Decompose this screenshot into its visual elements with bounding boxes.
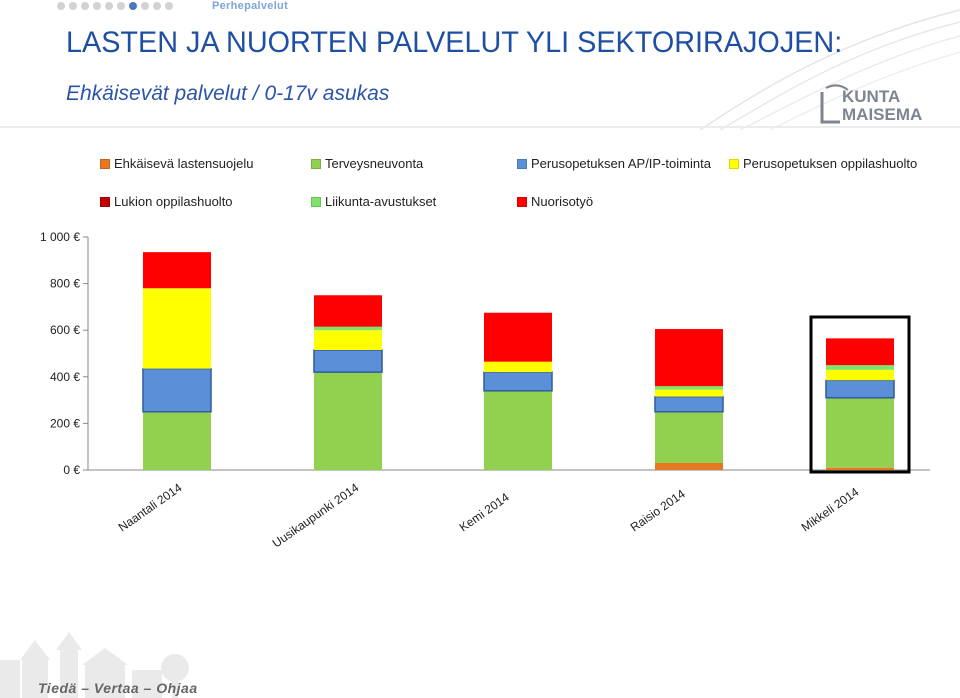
bar-segment [655, 463, 723, 470]
bar-segment [314, 326, 382, 331]
section-label: Perhepalvelut [212, 0, 289, 12]
logo-line-2: MAISEMA [842, 105, 922, 124]
legend-label: Terveysneuvonta [325, 156, 424, 171]
legend-item: Nuorisotyö [517, 194, 593, 209]
legend-swatch [311, 158, 321, 169]
chart-legend: Ehkäisevä lastensuojelu Terveysneuvonta Pe… [0, 150, 960, 220]
y-tick-label: 600 € [50, 323, 80, 337]
bar-segment [825, 379, 895, 399]
footer-town-silhouette [0, 632, 189, 698]
bar-segment [143, 411, 211, 470]
bar-segment [483, 371, 553, 392]
logo-line-1: KUNTA [842, 87, 900, 106]
bar-segment [314, 295, 382, 327]
y-tick-label: 200 € [50, 416, 80, 430]
progress-dot [105, 2, 113, 10]
legend-label: Nuorisotyö [531, 194, 594, 209]
legend-item: Perusopetuksen AP/IP-toiminta [517, 156, 711, 171]
bar-segment [826, 365, 894, 370]
legend-swatch [517, 158, 527, 169]
progress-dot [57, 2, 65, 10]
legend-item: Liikunta-avustukset [311, 194, 436, 209]
progress-dot [117, 2, 125, 10]
x-tick-label: Raisio 2014 [628, 486, 688, 534]
progress-dot [93, 2, 101, 10]
legend-label: Perusopetuksen AP/IP-toiminta [531, 156, 711, 171]
progress-dot [69, 2, 77, 10]
bar-segment [313, 349, 383, 373]
bar-segment [826, 369, 894, 381]
x-tick-label: Kemi 2014 [457, 490, 512, 535]
progress-dot [153, 2, 161, 10]
bar-segment [143, 288, 211, 369]
footer-tagline: Tiedä – Vertaa – Ohjaa [38, 680, 198, 696]
kuntamaisema-logo: KUNTA MAISEMA [820, 84, 922, 124]
bar-segment [655, 389, 723, 397]
x-tick-label: Mikkeli 2014 [799, 485, 862, 535]
bar-segment [484, 312, 552, 362]
bar-segment [826, 467, 894, 470]
progress-dot [165, 2, 173, 10]
legend-swatch [311, 196, 321, 207]
x-tick-label: Naantali 2014 [116, 480, 185, 534]
legend-swatch [729, 158, 739, 169]
legend-item: Perusopetuksen oppilashuolto [729, 156, 917, 171]
bar-segment [142, 367, 212, 413]
bar-segment [655, 329, 723, 387]
bar-segment [655, 386, 723, 390]
highlight-box [809, 315, 911, 474]
legend-swatch [100, 158, 110, 169]
top-navigation-bar: Perhepalvelut [0, 0, 960, 14]
legend-label: Liikunta-avustukset [325, 194, 437, 209]
y-tick-label: 0 € [63, 463, 80, 477]
stacked-bar-chart: 0 € 200 € 400 € 600 € 800 € 1 000 € Naantali 2… [40, 230, 930, 550]
slide-progress-dots [57, 2, 173, 10]
x-tick-label: Uusikaupunki 2014 [270, 480, 362, 550]
bar-segment [655, 411, 723, 464]
bar-segment [314, 330, 382, 351]
bar-segment [314, 372, 382, 470]
legend-swatch [517, 196, 527, 207]
y-tick-label: 1 000 € [40, 230, 80, 244]
y-tick-label: 400 € [50, 370, 80, 384]
legend-label: Perusopetuksen oppilashuolto [743, 156, 918, 171]
bar-segment [826, 397, 894, 468]
legend-item: Ehkäisevä lastensuojelu [100, 156, 253, 171]
bar-segment [484, 361, 552, 373]
progress-dot [81, 2, 89, 10]
legend-item: Terveysneuvonta [311, 156, 423, 171]
y-tick-label: 800 € [50, 277, 80, 291]
progress-dot [129, 2, 137, 10]
page-subtitle: Ehkäisevät palvelut / 0-17v asukas [66, 82, 390, 105]
header-divider [0, 126, 960, 128]
legend-label: Lukion oppilashuolto [114, 194, 233, 209]
bar-segment [143, 252, 211, 289]
bar-segment [484, 390, 552, 470]
legend-label: Ehkäisevä lastensuojelu [114, 156, 254, 171]
page-title: LASTEN JA NUORTEN PALVELUT YLI SEKTORIRA… [66, 26, 843, 59]
decorative-swoosh [699, 9, 960, 130]
legend-item: Lukion oppilashuolto [100, 194, 233, 209]
bar-segment [654, 395, 724, 413]
legend-swatch [100, 196, 110, 207]
progress-dot [141, 2, 149, 10]
bar-segment [826, 338, 894, 366]
